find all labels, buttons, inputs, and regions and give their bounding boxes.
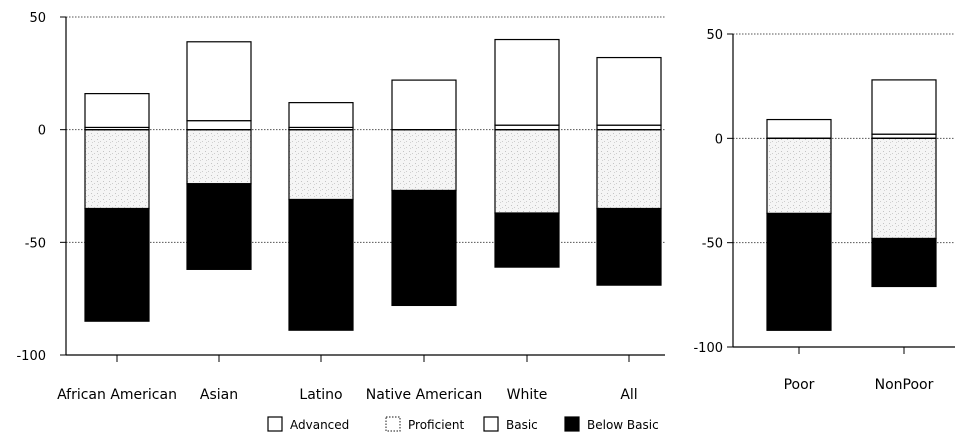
bar-basic bbox=[84, 129, 150, 210]
bar-basic bbox=[391, 129, 457, 192]
y-tick-label: 0 bbox=[38, 124, 46, 139]
y-tick-label: 50 bbox=[29, 11, 46, 26]
y-tick-label: -100 bbox=[693, 341, 723, 356]
bar-proficient bbox=[871, 79, 937, 135]
bar-below-basic bbox=[84, 207, 150, 322]
bar-below-basic bbox=[871, 237, 937, 288]
chart-panel-ethnicity: -100 -50 0 50 African American Asian Latino Nat… bbox=[16, 11, 665, 403]
bar-basic bbox=[871, 137, 937, 240]
x-tick-label: White bbox=[507, 387, 548, 403]
legend-swatch bbox=[483, 416, 499, 432]
bar-below-basic bbox=[391, 189, 457, 307]
bar-basic bbox=[288, 129, 354, 201]
bar-proficient bbox=[596, 56, 662, 126]
bar-below-basic bbox=[766, 212, 832, 331]
legend-swatch bbox=[564, 416, 580, 432]
bar-basic bbox=[766, 137, 832, 215]
x-tick-label: Poor bbox=[784, 377, 815, 393]
bar-below-basic bbox=[596, 207, 662, 286]
bar-proficient bbox=[186, 41, 252, 122]
legend-swatch bbox=[385, 416, 401, 432]
x-tick-label: NonPoor bbox=[875, 377, 934, 393]
bar-basic bbox=[494, 129, 560, 214]
chart-panel-poverty: -100 -50 0 50 Poor NonPoor bbox=[693, 28, 955, 393]
legend-label: Proficient bbox=[408, 418, 465, 432]
bar-proficient bbox=[391, 79, 457, 131]
bar-advanced bbox=[186, 120, 252, 131]
x-tick-label: African American bbox=[57, 387, 177, 403]
bar-below-basic bbox=[288, 198, 354, 331]
bar-below-basic bbox=[494, 212, 560, 268]
legend-swatch bbox=[267, 416, 283, 432]
legend-label: Advanced bbox=[290, 418, 349, 432]
y-tick-label: -100 bbox=[16, 349, 46, 364]
bar-proficient bbox=[766, 118, 832, 139]
bar-basic bbox=[186, 129, 252, 185]
bar-basic bbox=[596, 129, 662, 210]
y-tick-label: -50 bbox=[25, 236, 46, 251]
bar-proficient bbox=[84, 93, 150, 129]
y-tick-label: 50 bbox=[706, 28, 723, 43]
bar-proficient bbox=[494, 38, 560, 126]
legend-label: Basic bbox=[506, 418, 538, 432]
bar-proficient bbox=[288, 102, 354, 129]
bar-below-basic bbox=[186, 183, 252, 270]
y-tick-label: -50 bbox=[702, 237, 723, 252]
x-tick-label: Asian bbox=[200, 387, 238, 403]
x-tick-label: Latino bbox=[299, 387, 342, 403]
x-tick-label: Native American bbox=[366, 387, 482, 403]
y-tick-label: 0 bbox=[715, 132, 723, 147]
x-tick-label: All bbox=[620, 387, 637, 403]
legend-label: Below Basic bbox=[587, 418, 659, 432]
legend: Advanced Proficient Basic Below Basic bbox=[267, 416, 659, 432]
